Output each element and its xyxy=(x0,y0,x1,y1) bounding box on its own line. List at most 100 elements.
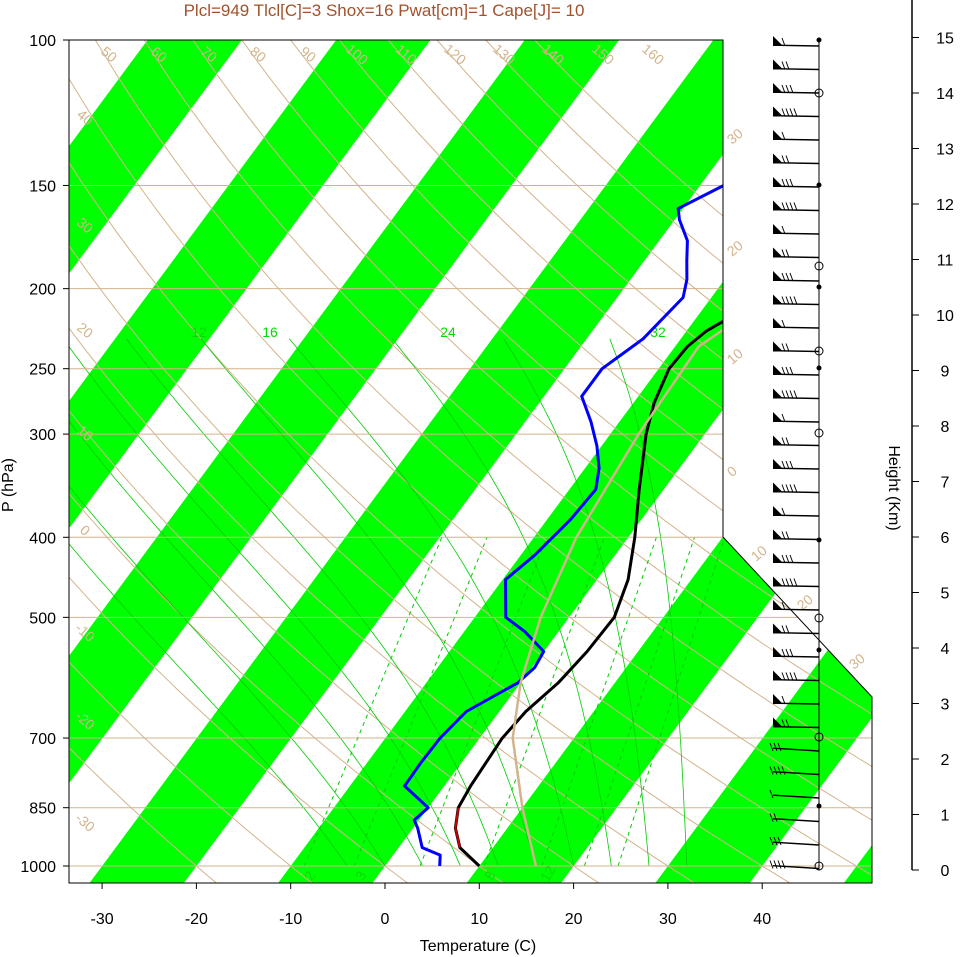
wind-barb-feather xyxy=(789,296,794,305)
isotherm-band xyxy=(76,40,836,883)
wind-barb xyxy=(772,247,820,259)
temperature-tick-label: -30 xyxy=(91,911,114,928)
isotherm-label-right: 30 xyxy=(846,650,868,672)
height-tick-label: 13 xyxy=(936,142,954,159)
wind-barb xyxy=(772,224,820,235)
wind-barb-feather xyxy=(769,836,774,846)
wind-barb xyxy=(772,529,820,541)
wind-barb-flag xyxy=(773,694,783,704)
wind-barb-flag xyxy=(773,59,783,70)
mixing-ratio-label: 12 xyxy=(537,863,559,885)
wind-barb-feather xyxy=(781,484,786,493)
wind-barb-feather xyxy=(781,84,786,94)
wind-barb xyxy=(772,412,820,423)
wind-barb-feather xyxy=(785,343,790,352)
height-tick-label: 6 xyxy=(941,530,950,547)
wind-barb-flag xyxy=(773,670,783,681)
temperature-tick-label: 40 xyxy=(753,911,771,928)
wind-barb xyxy=(772,130,820,141)
height-tick-label: 8 xyxy=(941,419,950,436)
mixing-ratio-line xyxy=(583,537,695,867)
wind-barb-shaft xyxy=(772,841,820,846)
height-tick-label: 9 xyxy=(941,364,950,381)
wind-barb-flag xyxy=(773,647,783,657)
wind-barb-feather xyxy=(781,554,786,564)
wind-barb-feather xyxy=(773,742,778,752)
wind-barb-feather xyxy=(781,860,786,869)
wind-barb-feather xyxy=(781,578,786,587)
wind-barb-feather xyxy=(781,37,786,47)
dry-adiabat-label: 90 xyxy=(297,43,319,65)
temperature-tick-label: 30 xyxy=(659,911,677,928)
wind-barb-flag xyxy=(773,482,783,493)
wind-barb-feather xyxy=(785,155,790,164)
wind-barb-shaft xyxy=(772,771,820,776)
wind-barb-feather xyxy=(793,578,798,587)
wind-level-marker xyxy=(816,647,822,653)
dry-adiabat-line xyxy=(310,40,872,883)
temperature-profile-line xyxy=(453,40,872,868)
wind-barb-feather xyxy=(781,249,786,258)
wind-barb-feather xyxy=(777,766,782,775)
dry-adiabat-line xyxy=(69,40,722,883)
wind-barb-feather xyxy=(793,390,798,399)
wind-barb-feather xyxy=(769,813,774,822)
pressure-tick-label: 300 xyxy=(29,427,56,444)
wind-level-marker xyxy=(816,537,822,543)
wind-barb-feather xyxy=(785,484,790,493)
y-axis-label: P (hPa) xyxy=(0,458,17,512)
wind-barb-feather xyxy=(789,178,794,188)
wind-barb-feather xyxy=(781,672,786,681)
wind-barb xyxy=(772,506,820,517)
wind-barb-feather xyxy=(781,319,786,329)
dry-adiabat-line xyxy=(69,40,432,883)
wind-barb-feather xyxy=(781,155,786,164)
isotherm-bands xyxy=(69,40,872,883)
wind-barb xyxy=(769,789,820,799)
wind-barb-feather xyxy=(785,249,790,258)
pressure-tick-label: 250 xyxy=(29,362,56,379)
height-tick-label: 4 xyxy=(941,641,950,658)
plot-border xyxy=(68,39,873,884)
wind-barb-feather xyxy=(781,507,786,517)
x-axis-label: Temperature (C) xyxy=(420,938,536,955)
wind-barb-feather xyxy=(781,460,786,470)
wind-barb xyxy=(772,341,820,353)
wind-barb-feather xyxy=(785,296,790,305)
dry-adiabat-line xyxy=(69,40,819,883)
dry-adiabat-line xyxy=(69,40,238,883)
wind-barb-flag xyxy=(773,553,783,563)
wind-barb xyxy=(772,717,820,729)
wind-level-marker xyxy=(814,88,824,98)
mixing-ratio-line xyxy=(541,537,657,867)
wind-barb-feather xyxy=(781,766,786,775)
wind-barb-feather xyxy=(781,625,786,634)
wind-barb-feather xyxy=(781,648,786,658)
pressure-tick-label: 150 xyxy=(29,178,56,195)
isotherm-label-right: 20 xyxy=(724,237,746,259)
temperature-tick-label: 20 xyxy=(565,911,583,928)
wind-barb-feather xyxy=(789,484,794,493)
height-tick-label: 12 xyxy=(936,197,954,214)
wind-barb-flag xyxy=(773,294,783,305)
wind-barb-feather xyxy=(789,202,794,211)
wind-barb xyxy=(772,459,820,470)
dry-adiabat-line xyxy=(69,40,872,883)
wind-barb xyxy=(772,482,820,494)
wind-barb-feather xyxy=(793,296,798,305)
wind-barb-flag xyxy=(773,576,783,587)
wind-barb xyxy=(772,177,820,188)
height-tick-label: 7 xyxy=(941,475,950,492)
profiles xyxy=(403,40,872,868)
wind-barb-feather xyxy=(789,578,794,587)
moist-adiabat-line xyxy=(391,338,612,867)
height-axis: 012345678910111213141516 xyxy=(911,0,954,880)
dry-adiabat-label: 50 xyxy=(98,43,120,65)
wind-barb-feather xyxy=(793,672,798,681)
wind-barb-feather xyxy=(785,531,790,540)
height-tick-label: 15 xyxy=(936,31,954,48)
moist-adiabat-line xyxy=(69,338,424,867)
height-tick-label: 5 xyxy=(941,586,950,603)
wind-barb-feather xyxy=(781,437,786,446)
wind-barb-flag xyxy=(773,529,783,540)
